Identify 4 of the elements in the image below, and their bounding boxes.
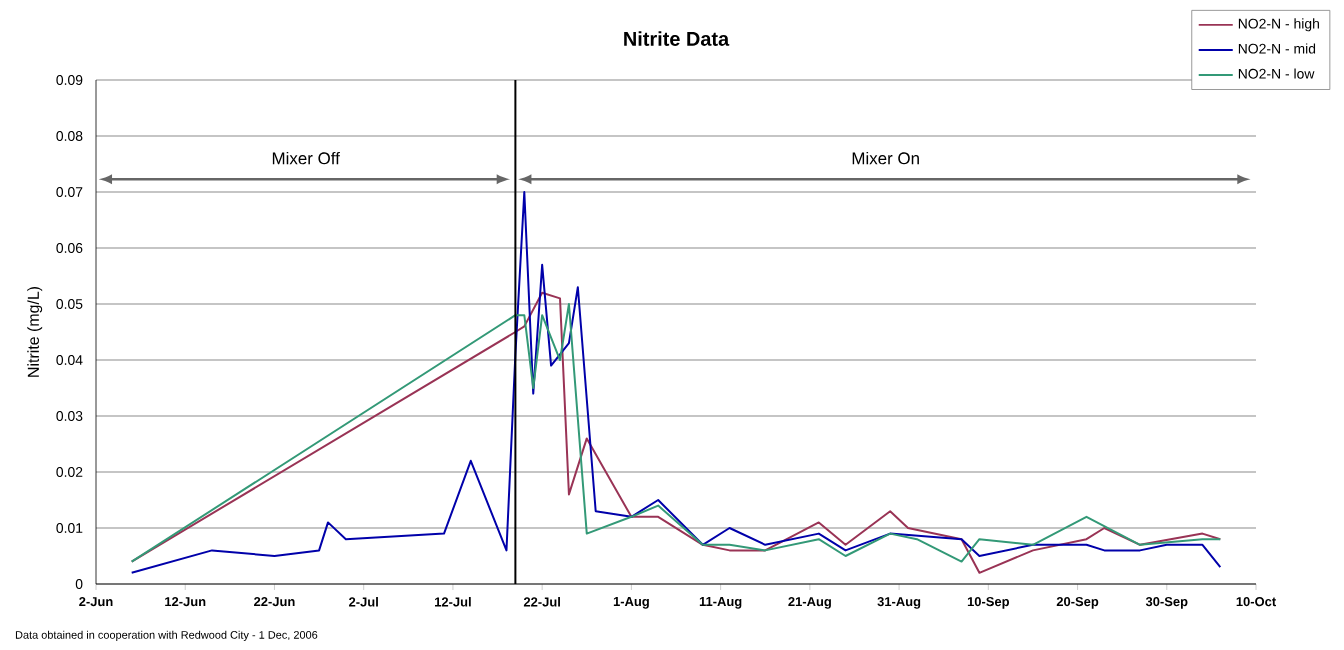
chart-title: Nitrite Data <box>624 31 730 46</box>
annotation: Mixer Off <box>272 151 340 165</box>
annotation: Mixer On <box>852 151 919 165</box>
line-series <box>130 191 1222 574</box>
